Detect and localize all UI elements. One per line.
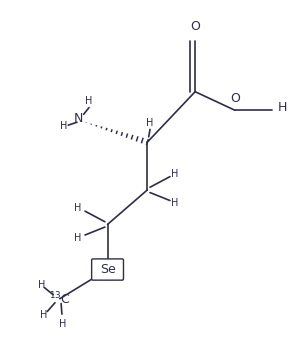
Text: Se: Se [100,263,116,276]
Text: H: H [278,101,287,114]
Text: H: H [146,118,154,128]
Text: H: H [74,203,81,214]
Text: O: O [230,92,240,105]
Text: H: H [85,96,93,106]
Text: H: H [38,280,45,290]
Text: O: O [190,20,200,33]
Text: H: H [60,121,67,131]
Text: N: N [74,112,83,125]
Text: H: H [40,310,47,320]
Text: H: H [59,319,66,329]
Text: H: H [74,233,81,243]
FancyBboxPatch shape [91,259,124,280]
Text: H: H [171,198,179,208]
Text: $^{13}$C: $^{13}$C [49,290,71,307]
Text: H: H [171,169,179,179]
